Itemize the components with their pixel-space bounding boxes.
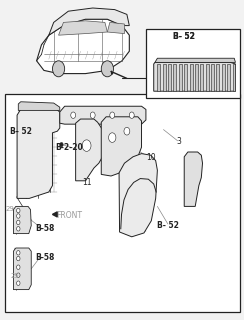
Bar (146, 29, 240, 98)
Circle shape (17, 220, 20, 225)
Bar (222, 64, 225, 91)
Polygon shape (13, 206, 31, 234)
Circle shape (17, 256, 20, 261)
Bar (5, 94, 240, 312)
Text: B-58: B-58 (35, 224, 55, 233)
Circle shape (17, 265, 20, 269)
Text: B- 52: B- 52 (173, 32, 195, 41)
Text: B- 52: B- 52 (10, 127, 32, 136)
Polygon shape (111, 71, 113, 74)
Circle shape (129, 112, 134, 118)
Circle shape (110, 112, 115, 118)
Text: 29: 29 (11, 273, 20, 279)
Text: B- 52: B- 52 (157, 221, 179, 230)
Bar (184, 64, 187, 91)
Circle shape (90, 112, 95, 118)
Bar (227, 64, 230, 91)
Bar (195, 64, 198, 91)
Circle shape (17, 251, 20, 255)
Polygon shape (184, 152, 203, 206)
Text: 29: 29 (6, 206, 15, 212)
Circle shape (60, 142, 63, 147)
Text: B-2-20: B-2-20 (56, 143, 83, 152)
Circle shape (17, 273, 20, 277)
Text: B- 52: B- 52 (173, 32, 195, 41)
Circle shape (52, 61, 65, 77)
Circle shape (109, 133, 116, 142)
Bar (157, 64, 160, 91)
Bar (216, 64, 219, 91)
Polygon shape (119, 154, 157, 237)
Polygon shape (60, 106, 146, 124)
Text: B-58: B-58 (35, 253, 55, 262)
Circle shape (17, 214, 20, 218)
Bar (163, 64, 166, 91)
Polygon shape (18, 102, 60, 110)
Bar (211, 64, 214, 91)
Text: FRONT: FRONT (57, 212, 82, 220)
Bar (200, 64, 203, 91)
Text: 3: 3 (177, 137, 182, 146)
Polygon shape (76, 119, 102, 181)
Circle shape (71, 112, 76, 118)
Bar (190, 64, 193, 91)
Circle shape (101, 61, 113, 77)
Circle shape (17, 208, 20, 213)
Bar (168, 64, 171, 91)
Circle shape (17, 281, 20, 285)
Circle shape (124, 127, 130, 135)
Text: 10: 10 (146, 153, 156, 162)
Circle shape (17, 227, 20, 231)
Polygon shape (155, 58, 235, 62)
Polygon shape (59, 21, 107, 35)
Polygon shape (52, 212, 57, 217)
Polygon shape (154, 62, 235, 91)
Polygon shape (37, 19, 129, 74)
Circle shape (82, 140, 91, 151)
Bar (233, 64, 235, 91)
Polygon shape (107, 22, 124, 34)
Polygon shape (17, 106, 60, 198)
Polygon shape (49, 8, 129, 35)
Text: 11: 11 (83, 178, 92, 187)
Bar (206, 64, 209, 91)
Bar (173, 64, 176, 91)
Bar (179, 64, 182, 91)
Polygon shape (13, 248, 31, 290)
Polygon shape (101, 117, 142, 176)
